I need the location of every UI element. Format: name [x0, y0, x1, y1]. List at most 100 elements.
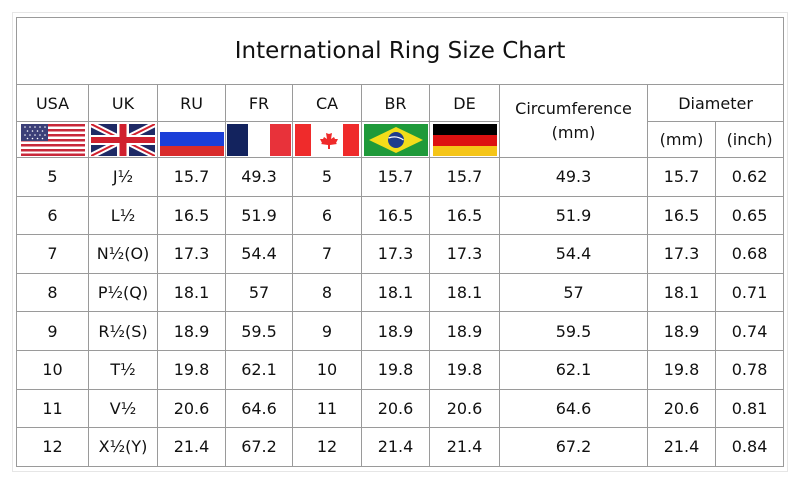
- cell-diameter-inch: 0.62: [714, 157, 785, 197]
- cell-ru: 20.6: [157, 388, 226, 429]
- header-uk: UK: [88, 84, 158, 122]
- uk-flag-cell: [88, 121, 158, 158]
- cell-uk: V½: [88, 388, 158, 429]
- table-row: 8 P½(Q) 18.1 57 8 18.1 18.1 57 18.1 0.71: [16, 272, 785, 313]
- cell-circumference-mm: 49.3: [499, 157, 648, 197]
- cell-br: 15.7: [361, 157, 430, 197]
- cell-br: 20.6: [361, 388, 430, 429]
- cell-ru: 19.8: [157, 349, 226, 390]
- cell-diameter-mm: 20.6: [647, 388, 716, 429]
- cell-fr: 51.9: [225, 195, 293, 236]
- cell-ca: 7: [292, 234, 362, 274]
- cell-usa: 7: [16, 234, 89, 274]
- cell-diameter-inch: 0.71: [714, 272, 785, 313]
- cell-circumference-mm: 54.4: [499, 234, 648, 274]
- cell-br: 16.5: [361, 195, 430, 236]
- cell-ru: 18.1: [157, 272, 226, 313]
- cell-usa: 10: [16, 349, 89, 390]
- cell-ca: 6: [292, 195, 362, 236]
- cell-diameter-mm: 18.1: [647, 272, 716, 313]
- header-usa: USA: [16, 84, 89, 122]
- table-row: 12 X½(Y) 21.4 67.2 12 21.4 21.4 67.2 21.4 0.84: [16, 427, 785, 467]
- canada-flag-cell: [292, 121, 362, 158]
- cell-ru: 17.3: [157, 234, 226, 274]
- cell-br: 18.9: [361, 311, 430, 351]
- cell-usa: 9: [16, 311, 89, 351]
- cell-ca: 9: [292, 311, 362, 351]
- cell-ru: 15.7: [157, 157, 226, 197]
- header-fr: FR: [225, 84, 293, 122]
- cell-circumference-mm: 51.9: [499, 195, 648, 236]
- cell-uk: R½(S): [88, 311, 158, 351]
- cell-de: 19.8: [429, 349, 500, 390]
- cell-ru: 16.5: [157, 195, 226, 236]
- cell-diameter-inch: 0.81: [714, 388, 785, 429]
- cell-fr: 54.4: [225, 234, 293, 274]
- cell-usa: 12: [16, 427, 89, 467]
- cell-usa: 6: [16, 195, 89, 236]
- cell-ca: 11: [292, 388, 362, 429]
- cell-ca: 8: [292, 272, 362, 313]
- russia-flag-icon: [159, 123, 224, 156]
- cell-ca: 5: [292, 157, 362, 197]
- cell-diameter-inch: 0.68: [714, 234, 785, 274]
- cell-uk: T½: [88, 349, 158, 390]
- cell-br: 17.3: [361, 234, 430, 274]
- cell-uk: X½(Y): [88, 427, 158, 467]
- cell-diameter-inch: 0.78: [714, 349, 785, 390]
- cell-diameter-mm: 21.4: [647, 427, 716, 467]
- header-ru: RU: [157, 84, 226, 122]
- france-flag-icon: [227, 123, 291, 156]
- cell-de: 21.4: [429, 427, 500, 467]
- cell-usa: 5: [16, 157, 89, 197]
- usa-flag-cell: [16, 121, 89, 158]
- cell-diameter-mm: 19.8: [647, 349, 716, 390]
- header-diameter-inch: (inch): [714, 121, 785, 158]
- table-row: 6 L½ 16.5 51.9 6 16.5 16.5 51.9 16.5 0.65: [16, 195, 785, 236]
- cell-diameter-mm: 18.9: [647, 311, 716, 351]
- cell-circumference-mm: 59.5: [499, 311, 648, 351]
- circumference-label: Circumference: [515, 99, 632, 118]
- cell-diameter-mm: 17.3: [647, 234, 716, 274]
- cell-de: 18.9: [429, 311, 500, 351]
- cell-de: 18.1: [429, 272, 500, 313]
- header-circumference: Circumference (mm): [499, 84, 648, 158]
- cell-br: 19.8: [361, 349, 430, 390]
- table-row: 10 T½ 19.8 62.1 10 19.8 19.8 62.1 19.8 0.78: [16, 349, 785, 390]
- cell-de: 20.6: [429, 388, 500, 429]
- usa-flag-icon: [20, 123, 85, 156]
- cell-de: 17.3: [429, 234, 500, 274]
- uk-flag-icon: [91, 123, 155, 156]
- canada-flag-icon: [295, 123, 359, 156]
- cell-fr: 62.1: [225, 349, 293, 390]
- cell-circumference-mm: 67.2: [499, 427, 648, 467]
- cell-ru: 21.4: [157, 427, 226, 467]
- table-row: 11 V½ 20.6 64.6 11 20.6 20.6 64.6 20.6 0.81: [16, 388, 785, 429]
- table-row: 5 J½ 15.7 49.3 5 15.7 15.7 49.3 15.7 0.62: [16, 157, 785, 197]
- france-flag-cell: [225, 121, 293, 158]
- cell-circumference-mm: 64.6: [499, 388, 648, 429]
- cell-fr: 64.6: [225, 388, 293, 429]
- header-ca: CA: [292, 84, 362, 122]
- brazil-flag-cell: [361, 121, 430, 158]
- germany-flag-icon: [432, 123, 497, 156]
- ring-size-table: International Ring Size Chart USA UK RU …: [15, 17, 785, 467]
- cell-fr: 49.3: [225, 157, 293, 197]
- cell-de: 15.7: [429, 157, 500, 197]
- cell-ca: 12: [292, 427, 362, 467]
- cell-de: 16.5: [429, 195, 500, 236]
- cell-ca: 10: [292, 349, 362, 390]
- cell-diameter-inch: 0.65: [714, 195, 785, 236]
- cell-ru: 18.9: [157, 311, 226, 351]
- cell-br: 21.4: [361, 427, 430, 467]
- cell-uk: L½: [88, 195, 158, 236]
- header-br: BR: [361, 84, 430, 122]
- cell-diameter-mm: 16.5: [647, 195, 716, 236]
- cell-uk: N½(O): [88, 234, 158, 274]
- cell-diameter-mm: 15.7: [647, 157, 716, 197]
- cell-fr: 67.2: [225, 427, 293, 467]
- cell-diameter-inch: 0.74: [714, 311, 785, 351]
- cell-uk: P½(Q): [88, 272, 158, 313]
- header-de: DE: [429, 84, 500, 122]
- table-row: 7 N½(O) 17.3 54.4 7 17.3 17.3 54.4 17.3 0.68: [16, 234, 785, 274]
